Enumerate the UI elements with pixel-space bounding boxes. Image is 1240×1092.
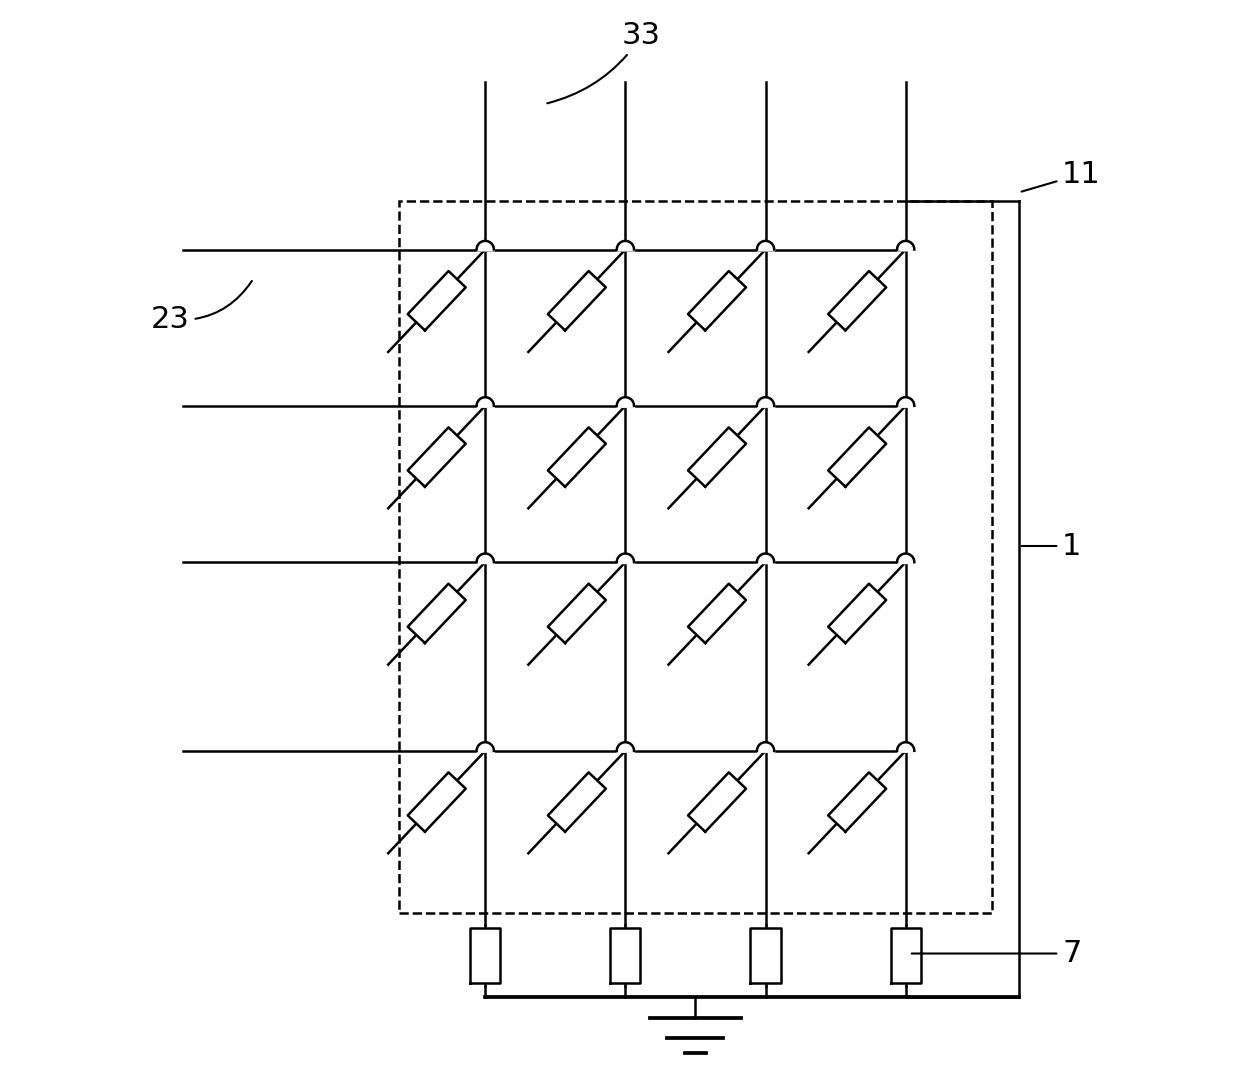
Polygon shape (688, 772, 746, 832)
Polygon shape (828, 772, 887, 832)
Polygon shape (828, 427, 887, 487)
Polygon shape (548, 271, 606, 331)
Polygon shape (470, 928, 500, 984)
Text: 33: 33 (547, 21, 661, 104)
Text: 1: 1 (1022, 532, 1081, 560)
Polygon shape (890, 928, 921, 984)
Polygon shape (408, 271, 466, 331)
Polygon shape (408, 427, 466, 487)
Polygon shape (548, 584, 606, 643)
Polygon shape (610, 928, 641, 984)
Polygon shape (548, 427, 606, 487)
Bar (399, 201, 992, 913)
Text: 23: 23 (151, 281, 252, 334)
Polygon shape (688, 427, 746, 487)
Polygon shape (828, 584, 887, 643)
Text: 7: 7 (911, 939, 1081, 968)
Polygon shape (828, 271, 887, 331)
Polygon shape (688, 584, 746, 643)
Polygon shape (408, 584, 466, 643)
Text: 11: 11 (1022, 159, 1101, 191)
Polygon shape (688, 271, 746, 331)
Polygon shape (548, 772, 606, 832)
Polygon shape (408, 772, 466, 832)
Polygon shape (750, 928, 781, 984)
